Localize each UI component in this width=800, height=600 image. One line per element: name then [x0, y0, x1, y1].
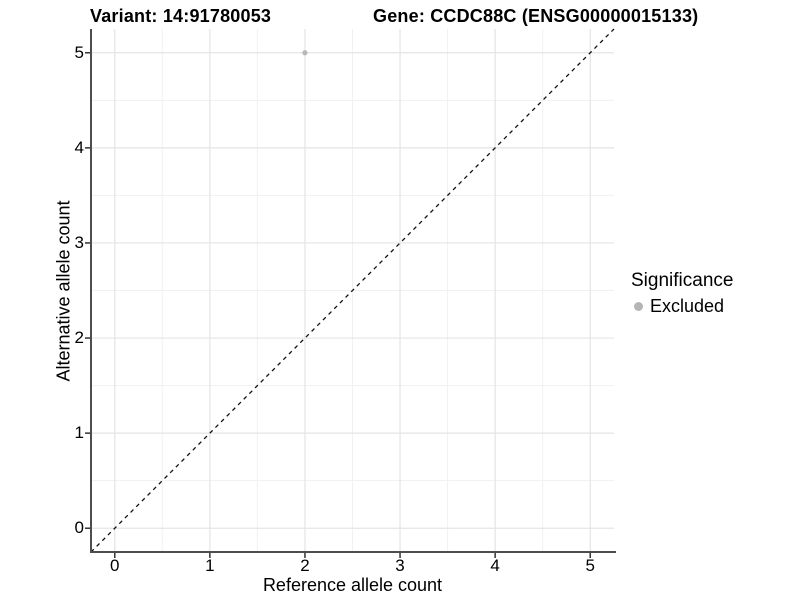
legend-item-excluded: Excluded — [631, 295, 733, 317]
y-tick-label: 1 — [74, 423, 84, 443]
x-tick-label: 3 — [395, 556, 405, 575]
legend: Significance Excluded — [631, 269, 733, 317]
excluded-point-icon — [634, 301, 643, 311]
variant-title: Variant: 14:91780053 — [90, 6, 272, 26]
legend-title: Significance — [631, 270, 734, 291]
x-tick-label: 2 — [300, 556, 310, 575]
x-tick-label: 0 — [110, 556, 120, 575]
y-tick-label: 3 — [74, 232, 84, 252]
gene-title: Gene: CCDC88C (ENSG00000015133) — [373, 6, 699, 26]
x-axis-title: Reference allele count — [262, 575, 443, 595]
y-tick-label: 4 — [74, 137, 84, 157]
x-tick-label: 4 — [490, 556, 500, 575]
x-tick-label: 5 — [585, 556, 595, 575]
y-tick-label: 0 — [74, 518, 84, 538]
data-point-excluded — [302, 50, 308, 56]
x-tick-label: 1 — [205, 556, 215, 575]
legend-item-label: Excluded — [650, 296, 725, 316]
y-tick-label: 5 — [74, 42, 84, 62]
y-axis-title: Alternative allele count — [53, 200, 74, 382]
identity-reference-line — [90, 28, 615, 553]
y-tick-label: 2 — [74, 328, 84, 348]
